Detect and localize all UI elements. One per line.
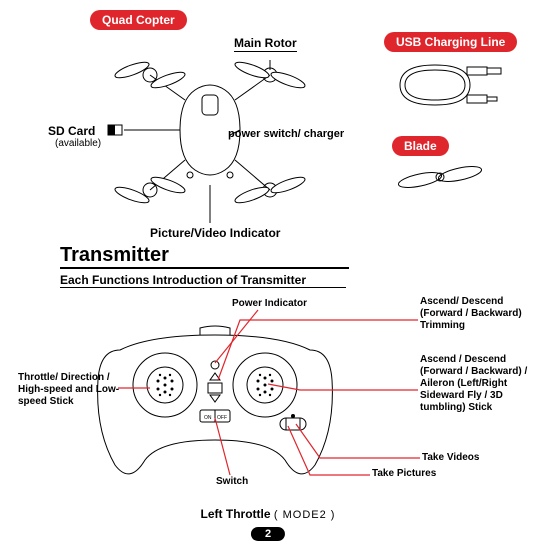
mode-label: Left Throttle ( MODE2 ) [201,507,336,521]
take-pictures-label: Take Pictures [372,468,436,480]
throttle-label: Throttle/ Direction / High-speed and Low… [18,372,128,408]
take-videos-label: Take Videos [422,452,479,464]
trim-label: Ascend/ Descend (Forward / Backward) Tri… [420,296,530,332]
page-number: 2 [251,527,285,541]
switch-label: Switch [216,476,248,488]
power-indicator-label: Power Indicator [232,298,307,310]
right-stick-label: Ascend / Descend (Forward / Backward) / … [420,354,532,414]
